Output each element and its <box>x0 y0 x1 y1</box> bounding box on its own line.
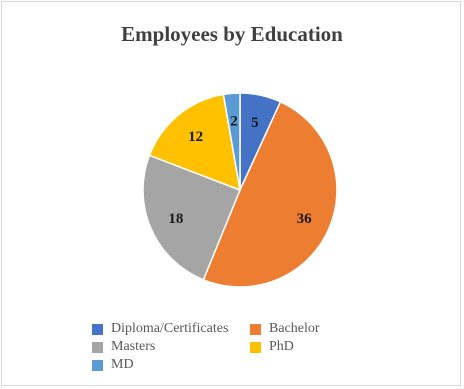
data-label-bachelor: 36 <box>297 211 313 227</box>
pie-slice-bachelor <box>202 100 338 288</box>
pie-slice-phd <box>148 93 241 192</box>
data-label-md: 2 <box>230 113 238 129</box>
chart-title: Employees by Education <box>121 22 343 46</box>
pie-slice-masters <box>142 154 241 281</box>
data-label-masters: 18 <box>168 211 183 227</box>
pie-slice-md <box>222 92 241 191</box>
data-label-diploma: 5 <box>251 115 259 131</box>
data-label-phd: 12 <box>188 129 203 145</box>
